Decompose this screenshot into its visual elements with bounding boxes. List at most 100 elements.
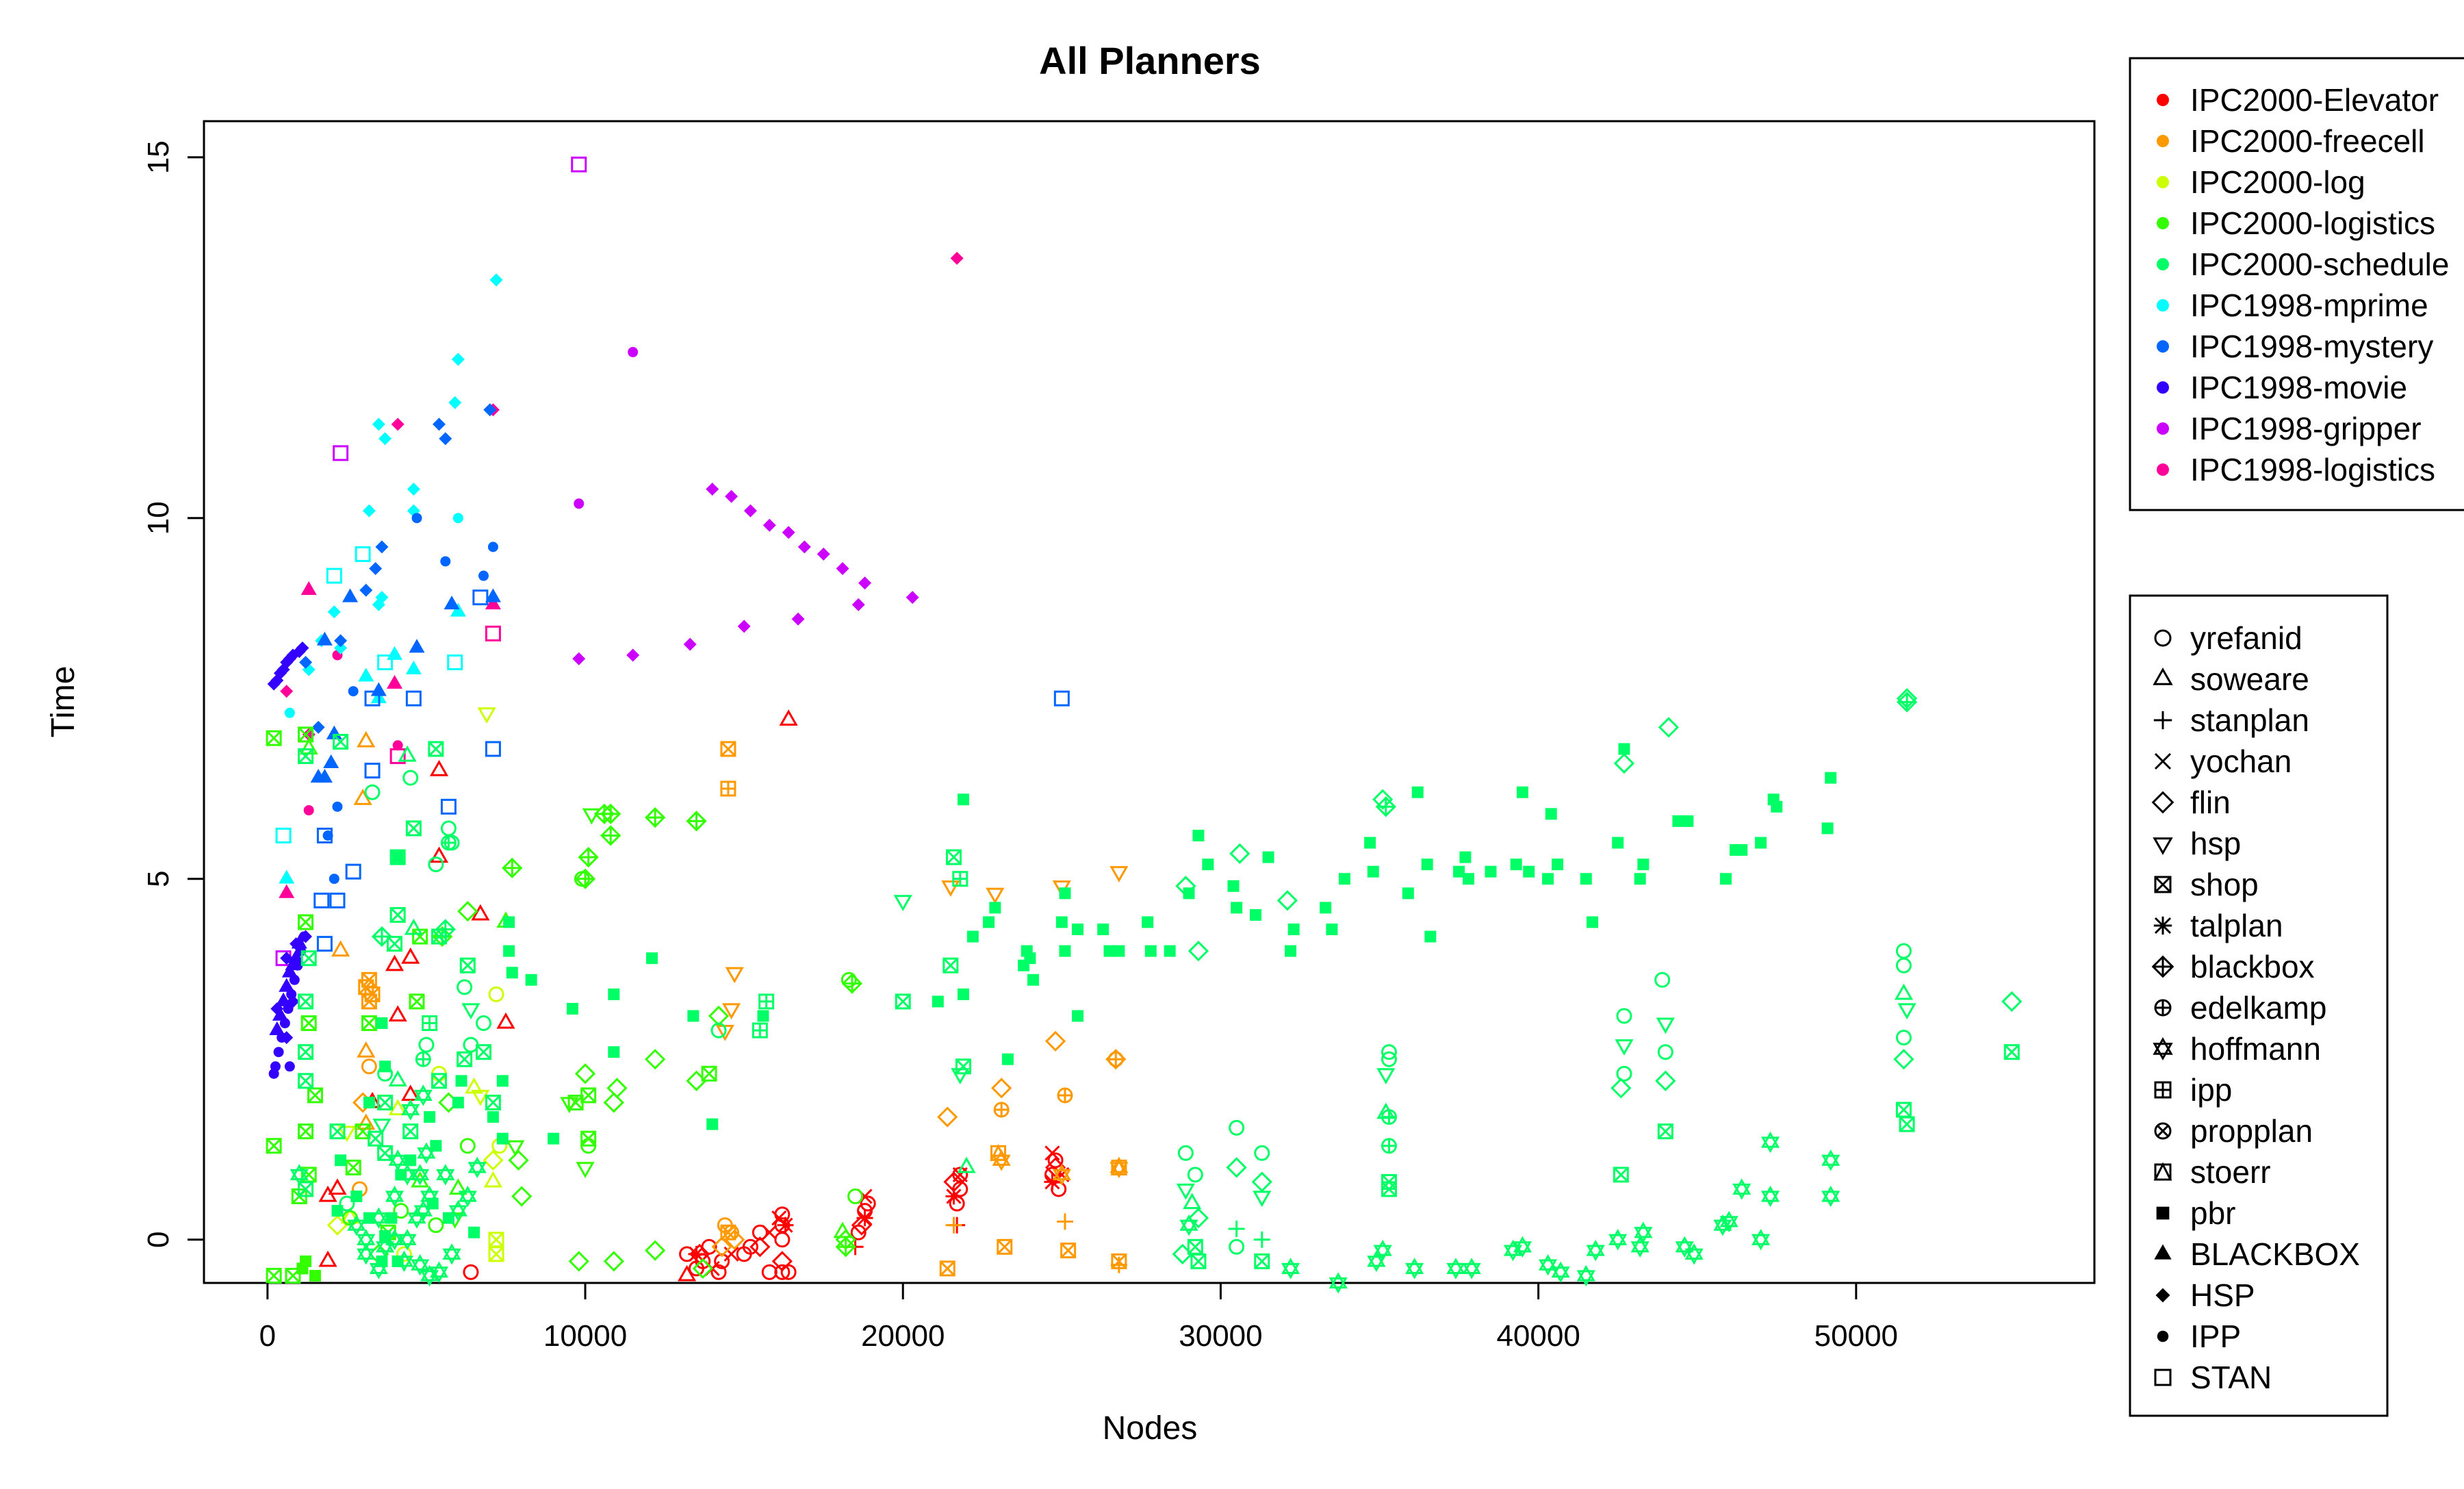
data-point [1179, 1214, 1198, 1236]
data-point [1381, 1051, 1397, 1067]
data-point [942, 957, 959, 973]
data-point [1229, 843, 1250, 864]
data-point [576, 1162, 595, 1179]
legend-domain-label: IPC1998-mystery [2190, 329, 2433, 364]
data-point [286, 995, 300, 1008]
data-point [299, 930, 313, 943]
data-point [363, 1096, 375, 1108]
data-point [1107, 1051, 1124, 1067]
data-point [376, 1236, 395, 1258]
data-point [388, 1099, 407, 1116]
legend-planner-label: shop [2190, 867, 2259, 902]
data-point [440, 835, 457, 851]
data-point [1825, 772, 1837, 784]
data-point [411, 1164, 430, 1186]
data-point [1053, 690, 1070, 707]
data-point [1821, 1149, 1840, 1171]
data-point [455, 1075, 467, 1087]
data-point [270, 1002, 284, 1015]
data-point [608, 988, 620, 1000]
data-point [404, 918, 423, 935]
data-point [369, 562, 383, 576]
legend-color-dot [2157, 135, 2169, 147]
data-point [372, 418, 385, 431]
data-point [435, 919, 456, 940]
data-point [572, 652, 586, 665]
legend-color-dot [2157, 258, 2169, 270]
data-point [457, 979, 473, 995]
legend-domain-label: IPC1998-movie [2190, 370, 2407, 405]
data-point [1231, 902, 1243, 914]
data-point [782, 526, 795, 539]
data-point [1684, 1243, 1704, 1265]
data-point [298, 914, 314, 930]
data-point [266, 1267, 282, 1284]
data-point [574, 498, 585, 509]
legend-color-dot [2157, 381, 2169, 394]
data-point [405, 1154, 417, 1167]
data-point [683, 637, 697, 651]
data-point [318, 1250, 337, 1267]
data-point [328, 1178, 347, 1195]
legend-symbol-icon [2153, 1162, 2172, 1181]
legend-planner-label: talplan [2190, 908, 2283, 943]
data-point [316, 631, 333, 646]
data-point [752, 1022, 768, 1039]
data-point [471, 1089, 490, 1106]
data-point [506, 967, 518, 979]
data-point [405, 690, 422, 707]
data-point [350, 1191, 363, 1203]
data-point [439, 432, 452, 446]
data-point [375, 591, 389, 604]
data-point [488, 1232, 504, 1248]
legend-color-dot [2157, 299, 2169, 311]
legend-color-dot [2157, 422, 2169, 435]
data-point [364, 784, 381, 800]
data-point [448, 1199, 467, 1222]
data-point [411, 1253, 430, 1276]
data-point [394, 1250, 414, 1273]
data-point [574, 1063, 596, 1084]
data-point [358, 667, 374, 682]
data-point [1453, 865, 1465, 878]
data-point [1463, 873, 1475, 885]
data-point [409, 993, 425, 1010]
data-point [990, 1143, 1007, 1161]
data-point [851, 1214, 873, 1236]
data-point [711, 1236, 732, 1258]
data-point [1250, 908, 1262, 921]
data-point [941, 880, 960, 897]
data-point [797, 540, 811, 554]
data-point [418, 1036, 435, 1053]
data-point [600, 825, 621, 846]
data-point [387, 936, 403, 952]
data-point [458, 1185, 477, 1208]
data-point [1144, 945, 1157, 957]
data-point [298, 1044, 314, 1060]
data-point [502, 857, 523, 879]
data-point [2001, 991, 2023, 1013]
data-point [329, 874, 339, 885]
x-tick-label: 10000 [543, 1319, 627, 1353]
data-point [452, 1096, 464, 1108]
data-point [431, 1073, 448, 1089]
legend-symbol-icon [2155, 1288, 2170, 1303]
data-point [1682, 815, 1694, 827]
data-point [398, 1229, 417, 1251]
data-point [1044, 1030, 1066, 1052]
data-point [273, 1047, 284, 1058]
data-point [488, 986, 504, 1002]
data-point [1462, 1258, 1481, 1280]
data-point [1637, 858, 1650, 871]
data-point [485, 1094, 501, 1110]
legend-symbol-icon [2157, 1330, 2169, 1342]
data-point [692, 1258, 713, 1280]
data-point [743, 504, 757, 518]
data-point [1044, 1145, 1060, 1161]
y-tick-label: 15 [142, 140, 175, 174]
data-point [1059, 945, 1071, 957]
data-point [1188, 1208, 1209, 1229]
data-point [396, 1246, 412, 1262]
data-point [316, 827, 333, 843]
data-point [485, 625, 501, 641]
